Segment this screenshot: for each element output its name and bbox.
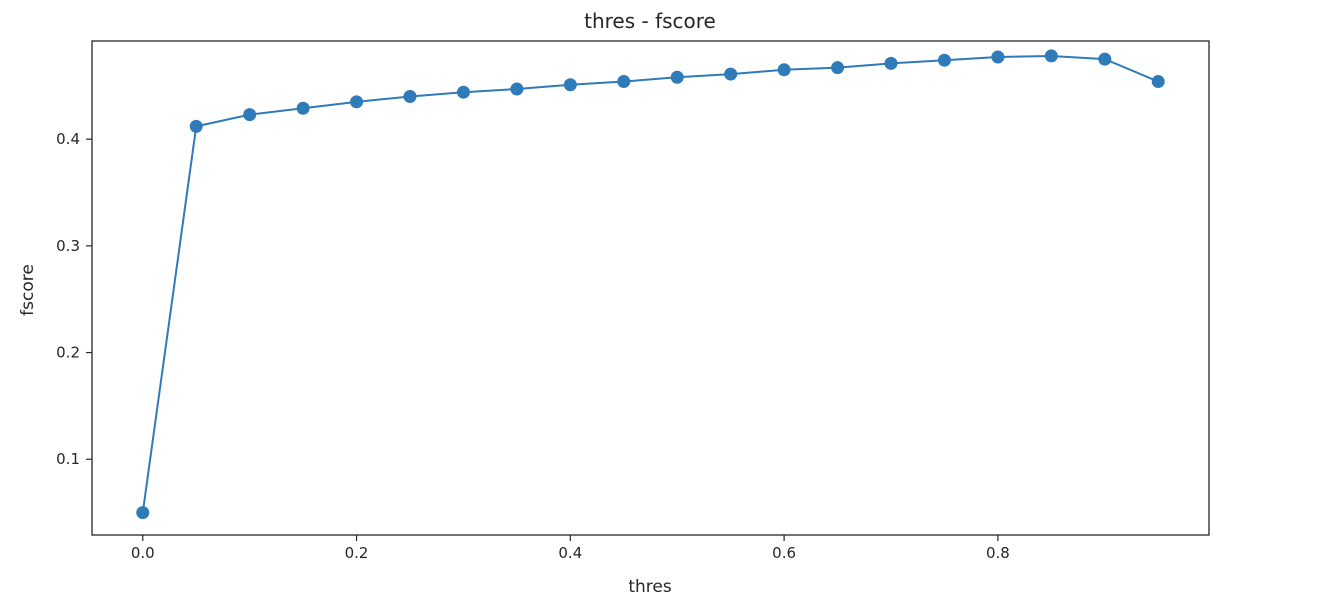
x-axis-label: thres (628, 577, 672, 597)
data-point (777, 63, 791, 77)
series-line (141, 54, 1159, 513)
y-tick-label: 0.2 (56, 344, 80, 362)
data-point (350, 95, 364, 109)
data-point (724, 67, 738, 81)
x-tick-label: 0.6 (772, 544, 796, 562)
chart-title: thres - fscore (584, 9, 716, 33)
data-point (403, 89, 417, 103)
data-point (831, 61, 845, 75)
data-point (1098, 52, 1112, 66)
y-tick-label: 0.3 (56, 237, 80, 255)
y-axis-ticks: 0.1 0.2 0.3 0.4 (56, 130, 92, 468)
plot-frame (91, 40, 1210, 536)
y-tick-label: 0.1 (56, 450, 80, 468)
data-point (189, 119, 203, 133)
data-point (670, 70, 684, 84)
data-point (937, 53, 951, 67)
data-point (136, 506, 150, 520)
data-point (991, 50, 1005, 64)
data-point (563, 78, 577, 92)
x-tick-label: 0.4 (558, 544, 582, 562)
plot-area (136, 49, 1165, 520)
data-point (510, 82, 524, 96)
data-point (1151, 75, 1165, 89)
data-point (243, 108, 257, 122)
x-tick-label: 0.2 (345, 544, 369, 562)
y-tick-label: 0.4 (56, 130, 80, 148)
x-tick-label: 0.8 (986, 544, 1010, 562)
x-tick-label: 0.0 (131, 544, 155, 562)
y-axis-label: fscore (18, 264, 38, 316)
data-point (456, 85, 470, 99)
data-point (296, 101, 310, 115)
data-point (1044, 49, 1058, 63)
data-point (884, 56, 898, 70)
data-point (617, 75, 631, 89)
x-axis-ticks: 0.0 0.2 0.4 0.6 0.8 (131, 535, 1010, 562)
